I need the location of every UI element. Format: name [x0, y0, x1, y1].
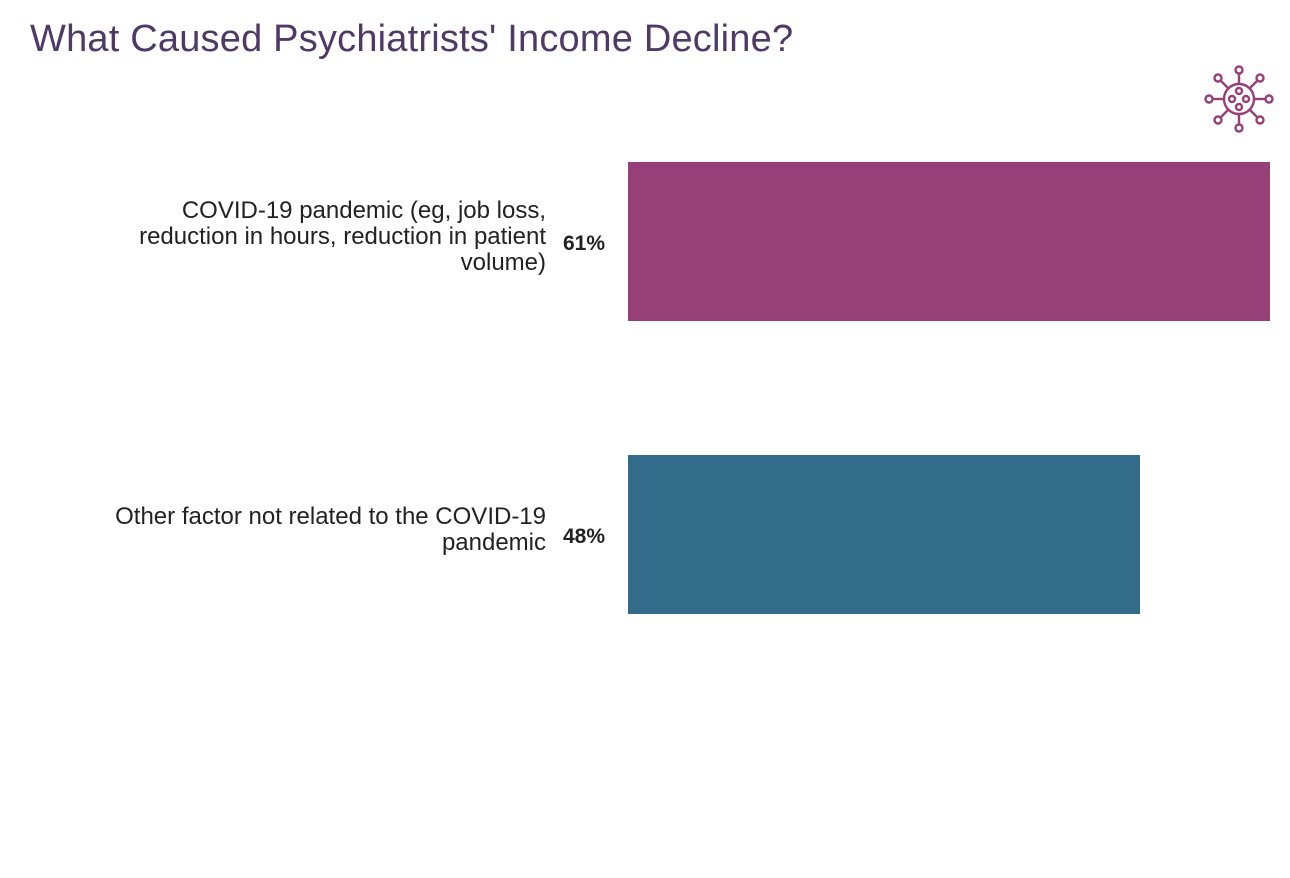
label-line: pandemic	[441, 529, 546, 556]
virus-icon	[1204, 65, 1274, 133]
label-line: reduction in hours, reduction in patient	[139, 223, 546, 250]
bar-covid	[628, 162, 1270, 321]
label-line: volume)	[460, 249, 546, 276]
chart-title: What Caused Psychiatrists' Income Declin…	[30, 18, 794, 60]
category-label: COVID-19 pandemic (eg, job loss, reducti…	[139, 198, 546, 276]
label-line: COVID-19 pandemic (eg, job loss,	[181, 197, 546, 224]
value-label: 61%	[563, 232, 606, 255]
bar-other	[628, 455, 1140, 614]
label-line: Other factor not related to the COVID-19	[115, 503, 546, 530]
value-label: 48%	[563, 525, 606, 548]
category-label: Other factor not related to the COVID-19…	[115, 504, 546, 556]
